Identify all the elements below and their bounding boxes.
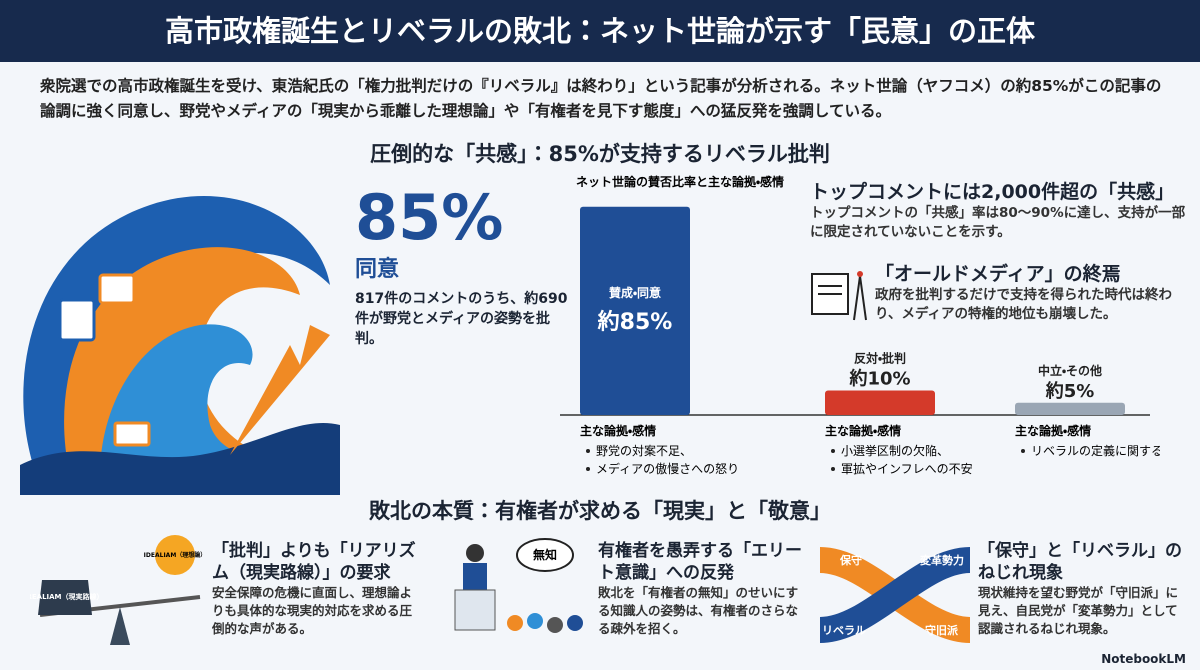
reasons-title: 主な論拠・感情	[580, 423, 656, 438]
bar-label: 中立・その他	[1038, 363, 1102, 378]
bullet	[1021, 449, 1025, 453]
card-title: 「批判」よりも「リアリズム（現実路線）」の要求	[212, 541, 416, 583]
twist-icon: 保守 変革勢力 リベラル 守旧派	[818, 547, 972, 643]
stat-text: 817件のコメントのうち、約690件が野党とメディアの姿勢を批判。	[355, 291, 568, 347]
card-title: トップコメントには2,000件超の「共感」	[810, 181, 1175, 203]
stat: 85% 同意 817件のコメントのうち、約690件が野党とメディアの姿勢を批判。	[355, 185, 575, 349]
card-title: 「保守」と「リベラル」のねじれ現象	[978, 541, 1182, 583]
bar	[825, 390, 935, 415]
card-title: 有権者を愚弄する「エリート意識」への反発	[598, 541, 802, 583]
bar-value-label: 約5%	[1045, 380, 1095, 402]
icon-label: リベラル	[822, 624, 866, 637]
card: 「オールドメディア」の終焉 政府を批判するだけで支持を得られた時代は終わり、メデ…	[875, 262, 1175, 324]
reason: メディアの傲慢さへの怒り	[596, 461, 739, 476]
balance-icon: REALIAM（現実路線） IDEALIAM（理想論）	[30, 535, 207, 645]
reason: 軍拡やインフレへの不安	[841, 462, 973, 476]
reasons-title: 主な論拠・感情	[825, 423, 901, 438]
icon-label: 保守	[839, 553, 862, 567]
bar	[580, 206, 690, 415]
bar-value-label: 約85%	[597, 309, 673, 335]
stat-label: 同意	[355, 257, 400, 282]
icon-label: 無知	[533, 547, 557, 562]
reason: 小選挙区制の欠陥、	[841, 443, 949, 458]
bar	[1015, 402, 1125, 415]
bullet	[831, 467, 835, 471]
card: トップコメントには2,000件超の「共感」 トップコメントの「共感」率は80〜9…	[810, 180, 1190, 242]
wave-illustration	[20, 196, 340, 495]
icon-label: 守旧派	[925, 623, 959, 637]
bullet	[831, 449, 835, 453]
intro: 衆院選での高市政権誕生を受け、東浩紀氏の「権力批判だけの『リベラル』は終わり」と…	[40, 77, 1162, 120]
icon-label: REALIAM（現実路線）	[30, 592, 104, 601]
card: 「保守」と「リベラル」のねじれ現象 現状維持を望む野党が「守旧派」に見え、自民党…	[978, 540, 1188, 638]
card: 「批判」よりも「リアリズム（現実路線）」の要求 安全保障の危機に直面し、理想論よ…	[212, 540, 422, 638]
reason: 野党の対案不足、	[596, 444, 692, 458]
section-title: 圧倒的な「共感」：85%が支持するリベラル批判	[370, 142, 830, 166]
reasons-title: 主な論拠・感情	[1015, 423, 1091, 438]
bar-label: 賛成・同意	[609, 285, 661, 300]
card-text: 安全保障の危機に直面し、理想論よりも具体的な現実的対応を求める圧倒的な声がある。	[212, 585, 413, 636]
bullet	[586, 467, 590, 471]
news-icon	[811, 271, 867, 321]
section-title: 敗北の本質：有権者が求める「現実」と「敬意」	[369, 499, 831, 523]
brand: NotebookLM	[1101, 652, 1186, 666]
icon-label: IDEALIAM（理想論）	[144, 551, 207, 559]
stat-value: 85%	[355, 181, 504, 254]
card-title: 「オールドメディア」の終焉	[875, 263, 1121, 285]
chart-title: ネット世論の賛否比率と主な論拠・感情	[576, 174, 784, 189]
card-text: トップコメントの「共感」率は80〜90%に達し、支持が一部に限定されていないこと…	[810, 205, 1186, 240]
bar-label: 反対・批判	[854, 351, 906, 366]
card-text: 敗北を「有権者の無知」のせいにする知識人の姿勢は、有権者のさらなる疎外を招く。	[598, 585, 799, 636]
bullet	[586, 449, 590, 453]
speaker-icon: 無知	[454, 538, 583, 633]
bar-value-label: 約10%	[848, 368, 910, 390]
card: 有権者を愚弄する「エリート意識」への反発 敗北を「有権者の無知」のせいにする知識…	[598, 540, 808, 638]
header-title: 高市政権誕生とリベラルの敗北：ネット世論が示す「民意」の正体	[0, 0, 1200, 62]
icon-label: 変革勢力	[920, 553, 964, 567]
reason: リベラルの定義に関する議論など	[1031, 443, 1160, 458]
card-text: 政府を批判するだけで支持を得られた時代は終わり、メディアの特権的地位も崩壊した。	[875, 287, 1172, 322]
card-text: 現状維持を望む野党が「守旧派」に見え、自民党が「変革勢力」として認識されるねじれ…	[978, 585, 1179, 636]
